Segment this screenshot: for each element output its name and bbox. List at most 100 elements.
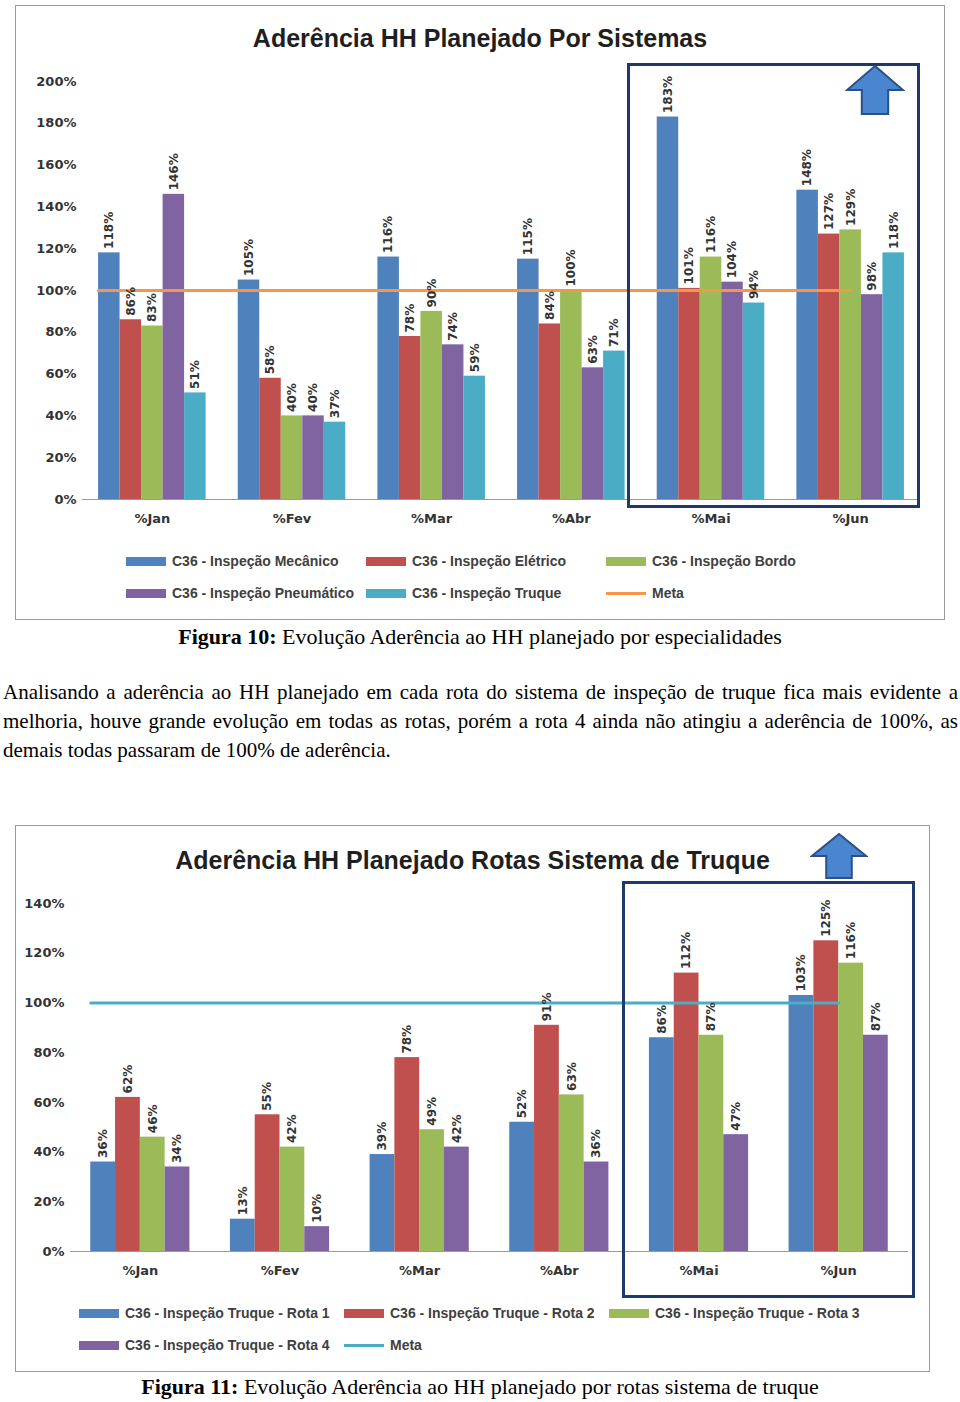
svg-text:%Jan: %Jan: [122, 1263, 158, 1278]
svg-text:13%: 13%: [236, 1186, 250, 1215]
svg-text:100%: 100%: [36, 283, 76, 298]
svg-text:140%: 140%: [24, 896, 64, 911]
html-text:C36 - Inspeção Truque - Rota 2: C36 - Inspeção Truque - Rota 2: [390, 1305, 595, 1321]
svg-text:86%: 86%: [124, 287, 138, 316]
html-text:C36 - Inspeção Truque: C36 - Inspeção Truque: [412, 585, 562, 601]
svg-text:80%: 80%: [33, 1045, 64, 1060]
svg-text:36%: 36%: [589, 1129, 603, 1158]
svg-text:40%: 40%: [306, 383, 320, 412]
svg-text:0%: 0%: [54, 492, 76, 507]
svg-text:40%: 40%: [45, 408, 76, 423]
svg-text:62%: 62%: [121, 1065, 135, 1094]
svg-text:55%: 55%: [260, 1082, 274, 1111]
html-text:Figura 10: Evolução Aderência: Figura 10: Evolução Aderência ao HH plan…: [178, 624, 782, 649]
svg-text:125%: 125%: [819, 900, 833, 937]
svg-text:115%: 115%: [521, 218, 535, 255]
svg-text:46%: 46%: [146, 1104, 160, 1133]
svg-text:39%: 39%: [375, 1122, 389, 1151]
html-text:Figura 11: Evolução Aderência: Figura 11: Evolução Aderência ao HH plan…: [141, 1374, 819, 1399]
svg-text:112%: 112%: [679, 932, 693, 969]
svg-text:%Mar: %Mar: [399, 1263, 441, 1278]
html-text:C36 - Inspeção Mecânico: C36 - Inspeção Mecânico: [172, 553, 339, 569]
html-text:Aderência HH Planejado Por Sis: Aderência HH Planejado Por Sistemas: [252, 24, 708, 52]
svg-text:94%: 94%: [747, 270, 761, 299]
html-text:C36 - Inspeção Pneumático: C36 - Inspeção Pneumático: [172, 585, 355, 601]
svg-text:%Mai: %Mai: [679, 1263, 718, 1278]
svg-text:180%: 180%: [36, 115, 76, 130]
svg-text:71%: 71%: [607, 318, 621, 347]
svg-text:98%: 98%: [865, 262, 879, 291]
svg-text:120%: 120%: [24, 945, 64, 960]
svg-text:36%: 36%: [96, 1129, 110, 1158]
svg-text:116%: 116%: [844, 922, 858, 959]
svg-text:20%: 20%: [33, 1194, 64, 1209]
svg-text:%Mai: %Mai: [691, 511, 730, 526]
svg-text:40%: 40%: [33, 1144, 64, 1159]
svg-text:127%: 127%: [822, 193, 836, 230]
svg-text:90%: 90%: [425, 279, 439, 308]
svg-text:10%: 10%: [310, 1194, 324, 1223]
svg-text:105%: 105%: [242, 239, 256, 276]
svg-text:20%: 20%: [45, 450, 76, 465]
svg-text:84%: 84%: [543, 291, 557, 320]
html-text:C36 - Inspeção Truque - Rota 1: C36 - Inspeção Truque - Rota 1: [125, 1305, 330, 1321]
svg-text:116%: 116%: [381, 216, 395, 253]
svg-text:59%: 59%: [468, 343, 482, 372]
svg-text:78%: 78%: [403, 304, 417, 333]
html-text:C36 - Inspeção Truque - Rota 3: C36 - Inspeção Truque - Rota 3: [655, 1305, 860, 1321]
svg-text:183%: 183%: [661, 76, 675, 113]
svg-text:%Jun: %Jun: [820, 1263, 856, 1278]
svg-text:49%: 49%: [425, 1097, 439, 1126]
svg-text:47%: 47%: [729, 1102, 743, 1131]
svg-text:0%: 0%: [42, 1244, 64, 1259]
svg-text:40%: 40%: [285, 383, 299, 412]
svg-text:60%: 60%: [33, 1095, 64, 1110]
svg-text:60%: 60%: [45, 366, 76, 381]
html-text:Aderência HH Planejado Rotas S: Aderência HH Planejado Rotas Sistema de …: [175, 846, 770, 874]
svg-text:118%: 118%: [887, 212, 901, 249]
svg-text:42%: 42%: [450, 1114, 464, 1143]
svg-text:87%: 87%: [704, 1003, 718, 1032]
svg-text:%Mar: %Mar: [411, 511, 453, 526]
svg-text:34%: 34%: [170, 1134, 184, 1163]
svg-text:91%: 91%: [540, 993, 554, 1022]
svg-text:52%: 52%: [515, 1090, 529, 1119]
svg-text:%Abr: %Abr: [540, 1263, 579, 1278]
svg-text:58%: 58%: [263, 346, 277, 375]
svg-text:%Abr: %Abr: [552, 511, 591, 526]
svg-text:87%: 87%: [869, 1003, 883, 1032]
svg-text:%Fev: %Fev: [261, 1263, 300, 1278]
html-text:C36 - Inspeção Truque - Rota 4: C36 - Inspeção Truque - Rota 4: [125, 1337, 330, 1353]
svg-text:63%: 63%: [565, 1062, 579, 1091]
svg-text:%Jan: %Jan: [134, 511, 170, 526]
svg-text:86%: 86%: [655, 1005, 669, 1034]
svg-text:100%: 100%: [24, 995, 64, 1010]
svg-text:80%: 80%: [45, 324, 76, 339]
svg-text:100%: 100%: [564, 249, 578, 286]
svg-text:%Fev: %Fev: [273, 511, 312, 526]
svg-text:37%: 37%: [328, 389, 342, 418]
svg-text:%Jun: %Jun: [832, 511, 868, 526]
svg-text:74%: 74%: [446, 312, 460, 341]
svg-text:140%: 140%: [36, 199, 76, 214]
svg-text:42%: 42%: [285, 1114, 299, 1143]
svg-text:160%: 160%: [36, 157, 76, 172]
svg-text:116%: 116%: [704, 216, 718, 253]
svg-text:120%: 120%: [36, 241, 76, 256]
svg-text:101%: 101%: [682, 247, 696, 284]
svg-text:78%: 78%: [400, 1025, 414, 1054]
html-text:C36 - Inspeção Bordo: C36 - Inspeção Bordo: [652, 553, 796, 569]
svg-text:118%: 118%: [102, 212, 116, 249]
svg-text:63%: 63%: [586, 335, 600, 364]
svg-text:129%: 129%: [844, 189, 858, 226]
html-text:Meta: Meta: [652, 585, 684, 601]
html-text:Analisando a aderência ao HH p: Analisando a aderência ao HH planejado e…: [3, 680, 958, 762]
svg-text:103%: 103%: [794, 954, 808, 991]
svg-text:146%: 146%: [167, 153, 181, 190]
svg-text:104%: 104%: [725, 241, 739, 278]
html-text:C36 - Inspeção Elétrico: C36 - Inspeção Elétrico: [412, 553, 567, 569]
svg-text:148%: 148%: [800, 149, 814, 186]
svg-text:51%: 51%: [188, 360, 202, 389]
svg-text:83%: 83%: [145, 293, 159, 322]
svg-text:200%: 200%: [36, 74, 76, 89]
